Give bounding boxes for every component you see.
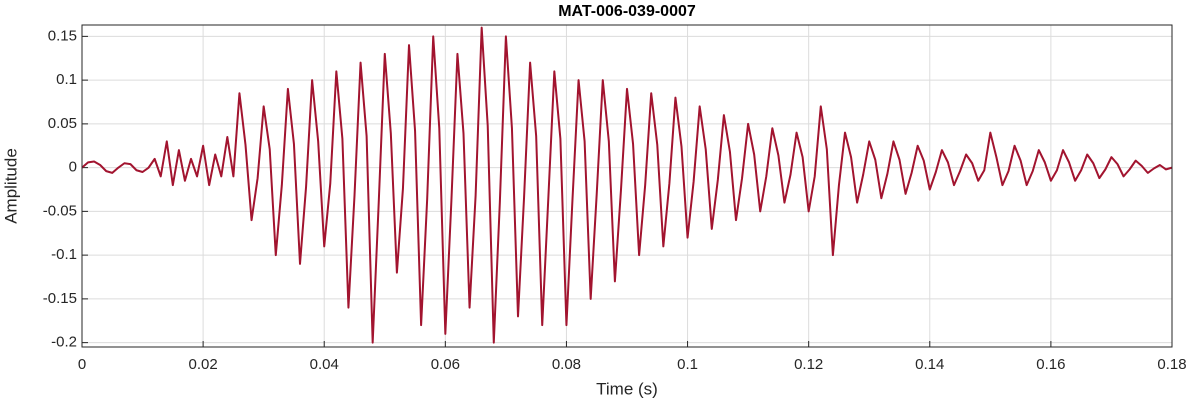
x-tick-label: 0.08: [552, 356, 581, 373]
y-tick-label: -0.15: [43, 290, 77, 307]
x-tick-label: 0: [78, 356, 86, 373]
y-tick-label: -0.1: [51, 246, 77, 263]
x-tick-label: 0.04: [310, 356, 339, 373]
y-axis-label: Amplitude: [1, 148, 20, 224]
x-tick-label: 0.1: [677, 356, 698, 373]
y-tick-label: 0.15: [48, 27, 77, 44]
data-line: [81, 26, 1173, 344]
x-tick-label: 0.16: [1036, 356, 1065, 373]
x-axis-label: Time (s): [596, 379, 658, 398]
y-tick-label: -0.2: [51, 334, 77, 351]
y-tick-label: -0.05: [43, 202, 77, 219]
x-tick-label: 0.18: [1157, 356, 1186, 373]
plot-frame: [81, 24, 1173, 348]
x-tick-label: 0.14: [915, 356, 944, 373]
y-tick-label: 0.1: [56, 71, 77, 88]
y-tick-label: 0: [69, 159, 77, 176]
chart-title: MAT-006-039-0007: [558, 3, 696, 20]
x-tick-label: 0.02: [189, 356, 218, 373]
x-tick-label: 0.12: [794, 356, 823, 373]
y-tick-label: 0.05: [48, 115, 77, 132]
x-tick-label: 0.06: [431, 356, 460, 373]
